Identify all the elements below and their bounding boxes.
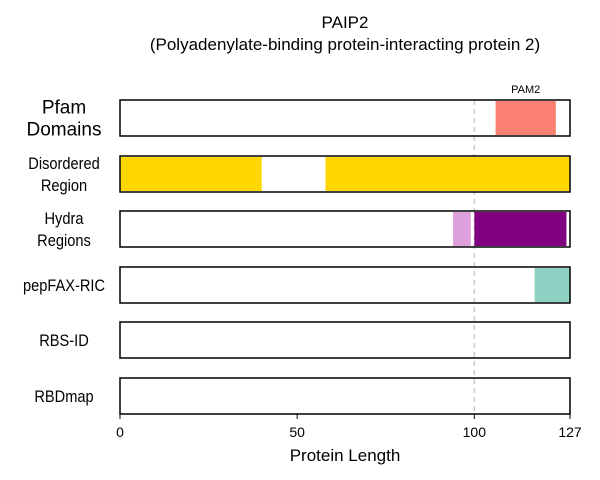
track-5-frame [119, 377, 571, 415]
track-0-frame [119, 99, 571, 137]
track-5-label-line-0: RBDmap [34, 388, 93, 406]
track-2-segment-0 [453, 212, 471, 246]
track-1-label-line-0: Disordered [28, 155, 99, 173]
track-2-frame [119, 210, 571, 248]
chart-title: PAIP2 [322, 13, 369, 32]
track-3-label-line-0: pepFAX-RIC [23, 277, 105, 295]
x-axis: 0 50 100 127 [116, 414, 582, 440]
track-2-label-line-0: Hydra [45, 210, 84, 228]
track-1-label-line-1: Region [41, 177, 87, 195]
track-2-label-line-1: Regions [37, 232, 91, 250]
track-0-label-line-0: Pfam [42, 98, 86, 119]
x-tick-label-2: 100 [463, 424, 487, 440]
track-0-segment-0 [495, 101, 556, 135]
x-tick-label-3: 127 [558, 424, 582, 440]
track-4-frame [119, 321, 571, 359]
segment-annotation: PAM2 [511, 84, 540, 96]
track-0-label-line-1: Domains [27, 120, 102, 141]
chart-subtitle: (Polyadenylate-binding protein-interacti… [150, 35, 540, 54]
track-1-frame [119, 155, 571, 193]
track-1-segment-1 [325, 157, 570, 191]
track-4: RBS-ID [39, 321, 571, 359]
x-tick-label-1: 50 [289, 424, 305, 440]
x-axis-label: Protein Length [290, 446, 401, 465]
track-3-segment-0 [534, 268, 570, 302]
track-3: pepFAX-RIC [23, 266, 571, 304]
track-2-segment-1 [474, 212, 567, 246]
track-4-label-line-0: RBS-ID [39, 332, 89, 350]
track-1: Disordered Region [28, 155, 571, 195]
track-1-segment-0 [120, 157, 262, 191]
track-3-frame [119, 266, 571, 304]
track-2: Hydra Regions [37, 210, 571, 250]
track-5: RBDmap [34, 377, 571, 415]
x-tick-label-0: 0 [116, 424, 124, 440]
